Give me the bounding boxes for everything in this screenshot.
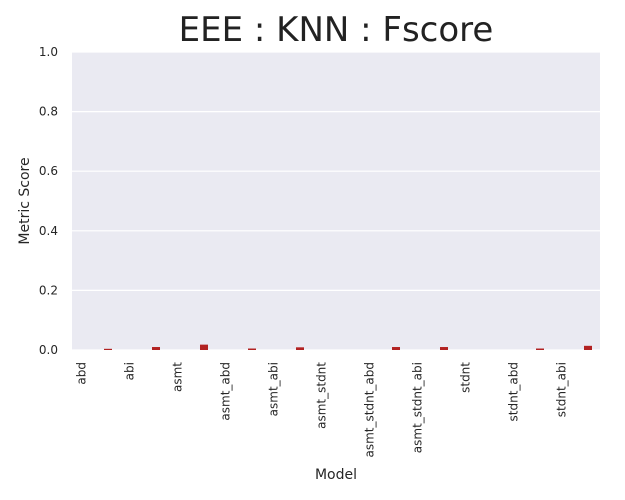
bar-asmt_stdnt_abd bbox=[392, 347, 400, 350]
y-axis-label: Metric Score bbox=[17, 157, 33, 244]
bar-stdnt_abd bbox=[536, 348, 544, 350]
x-tick-label: asmt bbox=[171, 362, 185, 392]
plot-area bbox=[72, 52, 600, 350]
x-tick-label: asmt_abi bbox=[267, 362, 281, 416]
x-axis-ticks: abd abi asmt asmt_abd asmt_abi asmt_stdnt asmt… bbox=[75, 362, 569, 458]
x-tick-label: asmt_stdnt_abi bbox=[411, 362, 425, 453]
x-tick-label: stdnt_abd bbox=[507, 362, 521, 421]
bar-stdnt_abi bbox=[584, 345, 592, 350]
y-tick-label: 0.0 bbox=[39, 343, 58, 357]
x-tick-label: stdnt_abi bbox=[555, 362, 569, 417]
y-axis-ticks: 0.0 0.2 0.4 0.6 0.8 1.0 bbox=[39, 45, 58, 357]
y-tick-label: 0.2 bbox=[39, 283, 58, 297]
x-axis-label: Model bbox=[315, 467, 357, 483]
x-tick-label: stdnt bbox=[459, 362, 473, 393]
y-tick-label: 0.8 bbox=[39, 105, 58, 119]
bar-abd bbox=[104, 348, 112, 350]
bar-asmt_abd bbox=[248, 348, 256, 350]
bar-abi bbox=[152, 347, 160, 350]
bar-asmt bbox=[200, 344, 208, 350]
y-tick-label: 1.0 bbox=[39, 45, 58, 59]
x-tick-label: asmt_stdnt_abd bbox=[363, 362, 377, 457]
x-tick-label: asmt_stdnt bbox=[315, 362, 329, 429]
x-tick-label: asmt_abd bbox=[219, 362, 233, 421]
y-tick-label: 0.6 bbox=[39, 164, 58, 178]
y-tick-label: 0.4 bbox=[39, 224, 58, 238]
x-tick-label: abd bbox=[75, 362, 89, 385]
bar-asmt_abi bbox=[296, 347, 304, 350]
chart-title: EEE : KNN : Fscore bbox=[178, 10, 494, 50]
bar-asmt_stdnt_abi bbox=[440, 347, 448, 350]
x-tick-label: abi bbox=[123, 362, 137, 380]
bars bbox=[104, 344, 592, 350]
